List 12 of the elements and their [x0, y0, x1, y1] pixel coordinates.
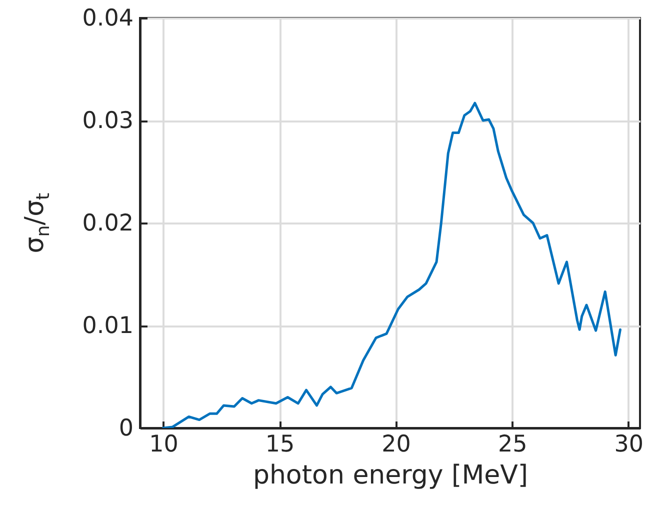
y-tick-label: 0 [118, 416, 134, 442]
line-series [162, 102, 622, 428]
x-tick-label: 15 [265, 432, 295, 458]
y-tick-label: 0.02 [82, 210, 134, 236]
x-axis-title: photon energy [MeV] [252, 460, 528, 490]
x-tick-label: 20 [382, 432, 411, 458]
x-tick-label: 10 [149, 432, 178, 458]
y-tick-label: 0.03 [82, 108, 134, 134]
x-tick-label: 30 [614, 432, 644, 458]
y-tick-label: 0.01 [82, 313, 134, 339]
x-tick-label: 25 [498, 432, 528, 458]
y-tick-label: 0.04 [82, 6, 134, 32]
